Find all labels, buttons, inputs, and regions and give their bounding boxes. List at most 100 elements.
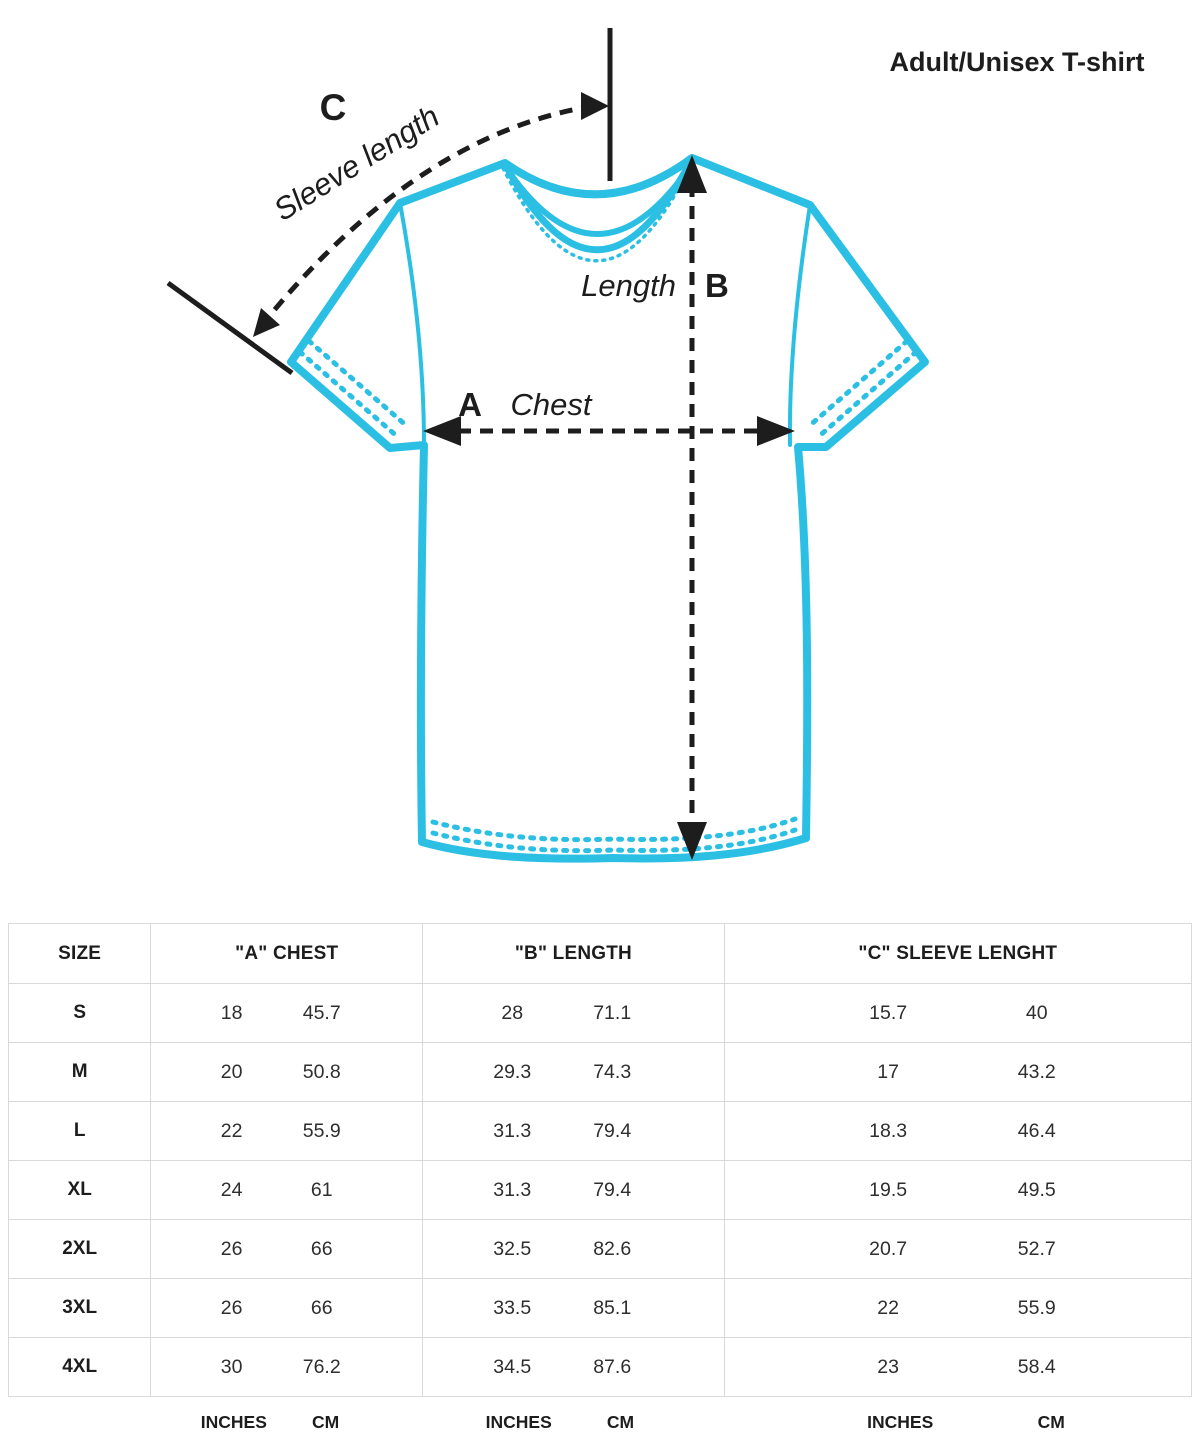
inches-label: INCHES	[867, 1411, 934, 1432]
c-letter-label: C	[320, 87, 347, 128]
chest-cm-value: 76.2	[302, 1355, 341, 1378]
sleeve-cm-value: 43.2	[1017, 1060, 1056, 1083]
sleeve-inches-value: 17	[877, 1060, 899, 1083]
sleeve-inches-value: 19.5	[869, 1178, 908, 1201]
chest-cell: 24 61	[150, 1160, 424, 1220]
chest-cell: 22 55.9	[150, 1101, 424, 1161]
sleeve-extension-line	[166, 280, 294, 376]
length-inches-value: 33.5	[493, 1296, 532, 1319]
sleeve-cell: 18.3 46.4	[724, 1101, 1191, 1161]
title: Adult/Unisex T-shirt	[889, 47, 1144, 77]
hem-stitch	[430, 816, 798, 843]
table-row-s: S 18 45.7 28 71.1 15.7 40	[9, 983, 1191, 1043]
chest-units: INCHES CM	[152, 1397, 428, 1445]
units-footer: INCHES CM INCHES CM INCHES CM	[8, 1397, 1200, 1445]
sleeve-units: INCHES CM	[734, 1397, 1200, 1445]
sleeve-inches-value: 20.7	[869, 1237, 908, 1260]
chest-inches-value: 26	[220, 1296, 243, 1319]
sleeve-cm-value: 40	[1025, 1001, 1048, 1024]
sleeve-cm-value: 58.4	[1017, 1355, 1056, 1378]
length-cm-value: 85.1	[593, 1296, 632, 1319]
size-cell: XL	[9, 1160, 152, 1220]
sleeve-inches-value: 23	[877, 1355, 899, 1378]
length-units: INCHES CM	[428, 1397, 734, 1445]
units-row: INCHES CM INCHES CM INCHES CM	[8, 1397, 1200, 1445]
sleeve-inches-value: 15.7	[869, 1001, 908, 1024]
sleeve-cm-value: 55.9	[1017, 1296, 1056, 1319]
sleeve-cm-value: 46.4	[1017, 1119, 1056, 1142]
length-arrow-bottom	[677, 822, 707, 860]
length-cm-value: 71.1	[593, 1001, 632, 1024]
table-row-l: L 22 55.9 31.3 79.4 18.3 46.4	[9, 1101, 1191, 1161]
chest-inches-value: 30	[220, 1355, 243, 1378]
chest-label: Chest	[511, 387, 593, 422]
chest-cell: 18 45.7	[150, 983, 424, 1043]
tshirt-outline	[287, 154, 929, 863]
left-sleeve-stitch	[306, 338, 411, 430]
length-cell: 29.3 74.3	[422, 1042, 725, 1102]
table-row-xl: XL 24 61 31.3 79.4 19.5 49.5	[9, 1160, 1191, 1220]
length-inches-value: 29.3	[493, 1060, 532, 1083]
size-cell: M	[9, 1042, 152, 1102]
length-cell: 31.3 79.4	[422, 1101, 725, 1161]
chest-inches-value: 22	[220, 1119, 243, 1142]
hem-stitch	[430, 827, 798, 854]
right-sleeve-stitch	[805, 338, 910, 430]
header-size: SIZE	[9, 924, 152, 984]
length-cell: 31.3 79.4	[422, 1160, 725, 1220]
sleeve-arrow-right	[581, 92, 609, 120]
sleeve-dimension-curve	[260, 103, 595, 327]
units-spacer	[8, 1397, 152, 1445]
header-sleeve: "C" SLEEVE LENGHT	[724, 924, 1191, 984]
sleeve-inches-value: 22	[877, 1296, 899, 1319]
chest-cm-value: 45.7	[302, 1001, 341, 1024]
sleeve-cell: 15.7 40	[724, 983, 1191, 1043]
length-label: Length	[581, 268, 676, 303]
length-arrow-top	[677, 155, 707, 193]
b-letter-label: B	[705, 267, 729, 304]
header-length: "B" LENGTH	[422, 924, 725, 984]
chest-inches-value: 24	[220, 1178, 243, 1201]
length-cm-value: 74.3	[593, 1060, 632, 1083]
size-table: SIZE "A" CHEST "B" LENGTH "C" SLEEVE LEN…	[8, 923, 1192, 1397]
chest-inches-value: 20	[220, 1060, 243, 1083]
size-cell: 3XL	[9, 1278, 152, 1338]
sleeve-cell: 20.7 52.7	[724, 1219, 1191, 1279]
a-letter-label: A	[458, 386, 482, 423]
chest-cell: 26 66	[150, 1219, 424, 1279]
chest-cm-value: 55.9	[302, 1119, 341, 1142]
sleeve-arrow-left	[253, 308, 280, 337]
left-sleeve-stitch	[297, 349, 402, 441]
tshirt-diagram-svg: Adult/Unisex T-shirt C Sleeve length Len…	[166, 28, 1145, 863]
size-cell: L	[9, 1101, 152, 1161]
length-cell: 28 71.1	[422, 983, 725, 1043]
cm-label: CM	[606, 1411, 635, 1432]
length-cm-value: 79.4	[593, 1119, 632, 1142]
length-cm-value: 87.6	[593, 1355, 632, 1378]
chest-cm-value: 61	[310, 1178, 333, 1201]
sleeve-cell: 17 43.2	[724, 1042, 1191, 1102]
sleeve-cm-value: 49.5	[1017, 1178, 1056, 1201]
sleeve-cm-value: 52.7	[1017, 1237, 1056, 1260]
length-cm-value: 79.4	[593, 1178, 632, 1201]
length-inches-value: 28	[501, 1001, 524, 1024]
right-sleeve-stitch	[814, 349, 919, 441]
chest-arrow-right	[757, 416, 795, 446]
right-armhole-seam	[787, 203, 812, 447]
cm-label: CM	[1037, 1411, 1065, 1432]
collar-rib-bottom	[501, 155, 696, 254]
header-chest: "A" CHEST	[150, 924, 424, 984]
chest-arrow-left	[423, 416, 461, 446]
collar-stitch	[501, 161, 694, 263]
chest-cm-value: 50.8	[302, 1060, 341, 1083]
sleeve-inches-value: 18.3	[869, 1119, 908, 1142]
chest-inches-value: 26	[220, 1237, 243, 1260]
length-inches-value: 32.5	[493, 1237, 532, 1260]
length-cell: 33.5 85.1	[422, 1278, 725, 1338]
inches-label: INCHES	[485, 1411, 552, 1432]
inches-label: INCHES	[200, 1411, 267, 1432]
sleeve-cell: 22 55.9	[724, 1278, 1191, 1338]
chest-cell: 26 66	[150, 1278, 424, 1338]
table-row-4xl: 4XL 30 76.2 34.5 87.6 23 58.4	[9, 1337, 1191, 1396]
